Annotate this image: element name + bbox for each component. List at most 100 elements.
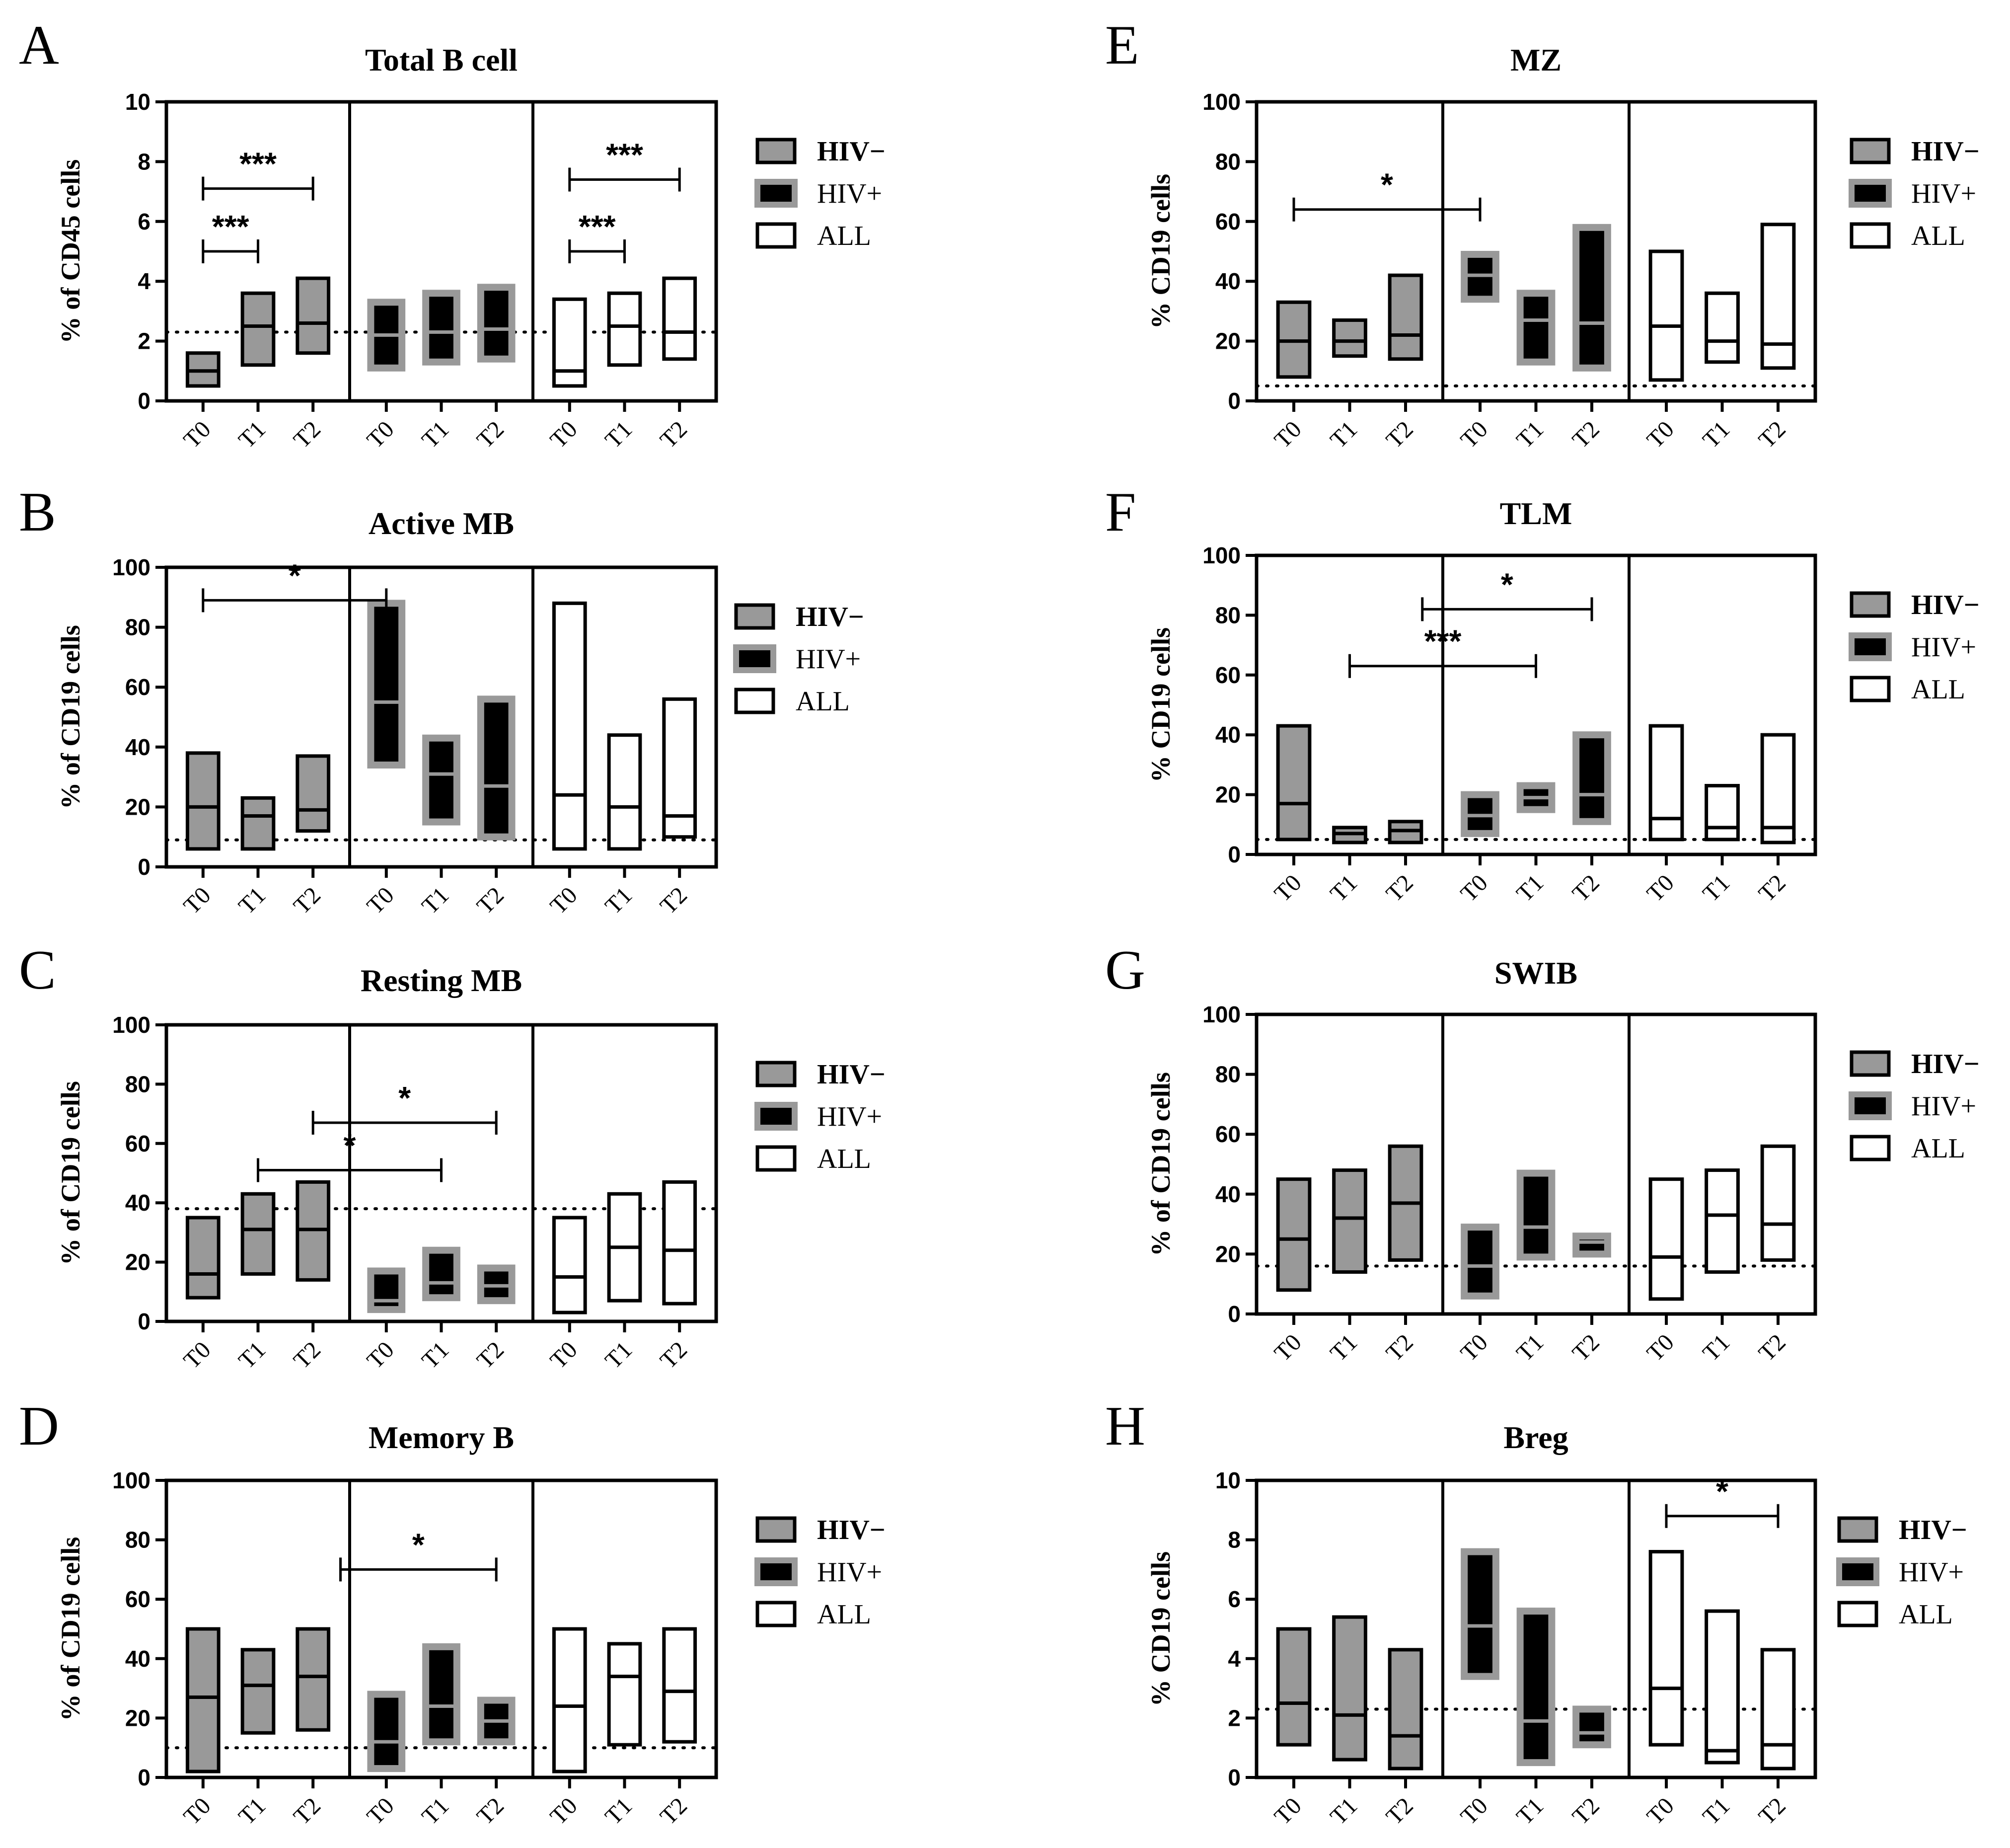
y-tick-label: 2 xyxy=(138,328,150,354)
legend-label: HIV− xyxy=(1911,136,1980,167)
y-tick-label: 6 xyxy=(138,209,150,234)
bar-all-t1 xyxy=(1705,784,1740,842)
bar-all-t0 xyxy=(1648,1177,1684,1301)
panel-letter: E xyxy=(1105,14,1139,76)
legend-label: HIV+ xyxy=(817,1557,882,1588)
legend-swatch xyxy=(734,603,775,630)
panel-e: E MZ % CD19 cells 0 20 40 60 80 100 T0 T1 T2 T0 T1 T2 T… xyxy=(1105,14,1980,453)
y-tick-label: 0 xyxy=(1228,1765,1241,1790)
legend-label: HIV+ xyxy=(1911,1091,1976,1122)
bar-all-t1 xyxy=(1705,1168,1740,1274)
x-tick-label: T0 xyxy=(362,416,399,453)
bar-hivminus-t2 xyxy=(296,276,331,355)
bar-hivplus-t2 xyxy=(1572,1705,1611,1749)
bar-hivplus-t1 xyxy=(422,290,460,366)
legend-label: HIV+ xyxy=(1899,1557,1964,1588)
legend-label: ALL xyxy=(817,221,871,251)
legend-swatch xyxy=(1850,676,1891,702)
y-axis-label: % CD19 cells xyxy=(1146,627,1176,782)
legend-swatch xyxy=(755,1145,797,1172)
legend-label: HIV− xyxy=(1911,1049,1980,1079)
y-tick-label: 100 xyxy=(112,1012,150,1038)
x-tick-label: T2 xyxy=(472,416,509,453)
bar-hivminus-t0 xyxy=(1276,1627,1312,1747)
bar-hivminus-t0 xyxy=(1276,724,1312,842)
y-tick-label: 0 xyxy=(1228,388,1241,414)
x-tick-label: T0 xyxy=(178,882,216,919)
x-tick-label: T2 xyxy=(1567,869,1605,907)
panel-letter: G xyxy=(1105,939,1145,1001)
legend-swatch xyxy=(1849,1091,1892,1120)
x-tick-label: T1 xyxy=(1325,1792,1362,1830)
legend-label: HIV+ xyxy=(796,644,861,675)
x-tick-label: T1 xyxy=(233,882,271,919)
panel-g: G SWIB % of CD19 cells 0 20 40 60 80 100 T0 T1 T2 T0… xyxy=(1105,939,1980,1366)
bar-hivminus-t1 xyxy=(240,1192,276,1276)
bar-hivminus-t0 xyxy=(185,1627,221,1773)
bar-hivplus-t1 xyxy=(1516,1608,1556,1767)
panel-letter: C xyxy=(19,939,56,1001)
x-tick-label: T0 xyxy=(1642,869,1679,907)
bar-all-t1 xyxy=(607,733,642,851)
bar-hivminus-t2 xyxy=(296,1627,331,1732)
y-tick-label: 6 xyxy=(1228,1586,1241,1612)
x-tick-label: T0 xyxy=(545,1792,582,1830)
y-tick-label: 0 xyxy=(1228,842,1241,867)
bar-hivminus-t2 xyxy=(1388,1648,1423,1771)
significance-label: *** xyxy=(212,209,249,244)
significance-label: * xyxy=(1501,566,1513,602)
bar-hivminus-t1 xyxy=(1332,1168,1367,1274)
bar-all-t2 xyxy=(1760,1648,1796,1771)
y-tick-label: 20 xyxy=(1215,782,1241,808)
x-tick-label: T1 xyxy=(233,1336,271,1374)
y-tick-label: 40 xyxy=(1215,722,1241,748)
bar-all-t0 xyxy=(552,1216,587,1314)
x-tick-label: T1 xyxy=(1325,416,1362,453)
x-tick-label: T0 xyxy=(178,416,216,453)
y-tick-label: 8 xyxy=(138,149,150,174)
significance-label: * xyxy=(1716,1473,1728,1509)
bar-hivminus-t1 xyxy=(240,796,276,851)
y-tick-label: 80 xyxy=(1215,149,1241,174)
x-tick-label: T1 xyxy=(417,1792,454,1830)
x-tick-label: T0 xyxy=(362,1792,399,1830)
y-tick-label: 4 xyxy=(138,268,150,294)
bar-hivplus-t2 xyxy=(1572,224,1611,372)
x-tick-label: T1 xyxy=(233,416,271,453)
x-tick-label: T1 xyxy=(1325,869,1362,907)
legend-swatch xyxy=(1849,179,1892,208)
bar-hivminus-t2 xyxy=(296,754,331,833)
chart-title: Memory B xyxy=(369,1420,514,1455)
y-tick-label: 40 xyxy=(1215,1181,1241,1207)
bar-all-t0 xyxy=(1648,724,1684,842)
bar-all-t2 xyxy=(662,1627,697,1744)
bar-hivminus-t1 xyxy=(240,291,276,367)
y-tick-label: 0 xyxy=(138,1309,150,1334)
bar-hivminus-t0 xyxy=(185,1216,221,1300)
y-tick-label: 10 xyxy=(1215,1467,1241,1493)
bar-all-t0 xyxy=(552,601,587,851)
y-tick-label: 100 xyxy=(1202,89,1241,115)
panel-d: D Memory B % of CD19 cells 0 20 40 60 80 100 T0 T1… xyxy=(19,1395,886,1830)
x-tick-label: T2 xyxy=(655,416,692,453)
x-tick-label: T1 xyxy=(600,882,637,919)
y-tick-label: 60 xyxy=(1215,1121,1241,1147)
bar-hivminus-t1 xyxy=(1332,318,1367,358)
bar-hivplus-t1 xyxy=(1516,290,1556,366)
legend-swatch xyxy=(754,1102,798,1131)
bar-all-t0 xyxy=(1648,249,1684,382)
chart-title: TLM xyxy=(1500,496,1572,531)
y-tick-label: 100 xyxy=(1202,542,1241,568)
chart-title: Total B cell xyxy=(365,42,518,77)
legend-label: ALL xyxy=(817,1144,871,1174)
bar-hivplus-t0 xyxy=(367,1267,406,1313)
chart-title: Breg xyxy=(1503,1420,1568,1455)
legend-label: ALL xyxy=(796,686,850,717)
bar-hivplus-t0 xyxy=(1461,1548,1499,1680)
legend-swatch xyxy=(1850,1050,1891,1077)
x-tick-label: T0 xyxy=(1456,869,1493,907)
legend-label: HIV− xyxy=(817,136,886,167)
legend-label: ALL xyxy=(1911,674,1965,705)
y-tick-label: 60 xyxy=(1215,209,1241,234)
legend-swatch xyxy=(1836,1557,1879,1586)
